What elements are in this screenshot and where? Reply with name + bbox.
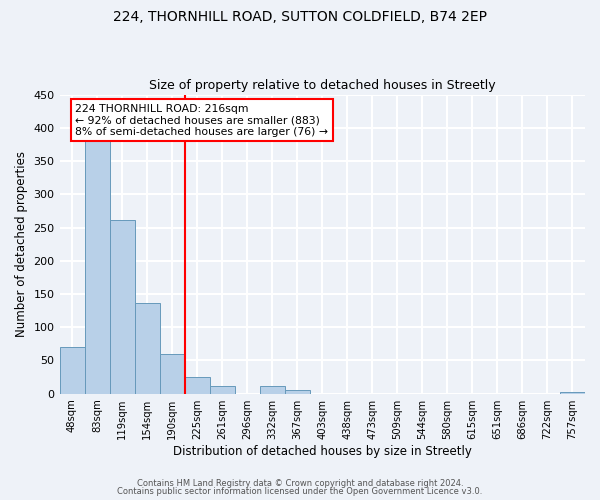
X-axis label: Distribution of detached houses by size in Streetly: Distribution of detached houses by size … — [173, 444, 472, 458]
Bar — [185, 377, 209, 394]
Bar — [285, 390, 310, 394]
Bar — [85, 141, 110, 394]
Bar — [59, 347, 85, 394]
Bar — [134, 302, 160, 394]
Bar — [110, 220, 134, 394]
Title: Size of property relative to detached houses in Streetly: Size of property relative to detached ho… — [149, 79, 496, 92]
Bar — [209, 386, 235, 394]
Bar — [560, 392, 585, 394]
Text: 224 THORNHILL ROAD: 216sqm
← 92% of detached houses are smaller (883)
8% of semi: 224 THORNHILL ROAD: 216sqm ← 92% of deta… — [76, 104, 328, 136]
Bar — [260, 386, 285, 394]
Y-axis label: Number of detached properties: Number of detached properties — [15, 151, 28, 337]
Text: Contains public sector information licensed under the Open Government Licence v3: Contains public sector information licen… — [118, 487, 482, 496]
Bar — [160, 354, 185, 394]
Text: 224, THORNHILL ROAD, SUTTON COLDFIELD, B74 2EP: 224, THORNHILL ROAD, SUTTON COLDFIELD, B… — [113, 10, 487, 24]
Text: Contains HM Land Registry data © Crown copyright and database right 2024.: Contains HM Land Registry data © Crown c… — [137, 478, 463, 488]
